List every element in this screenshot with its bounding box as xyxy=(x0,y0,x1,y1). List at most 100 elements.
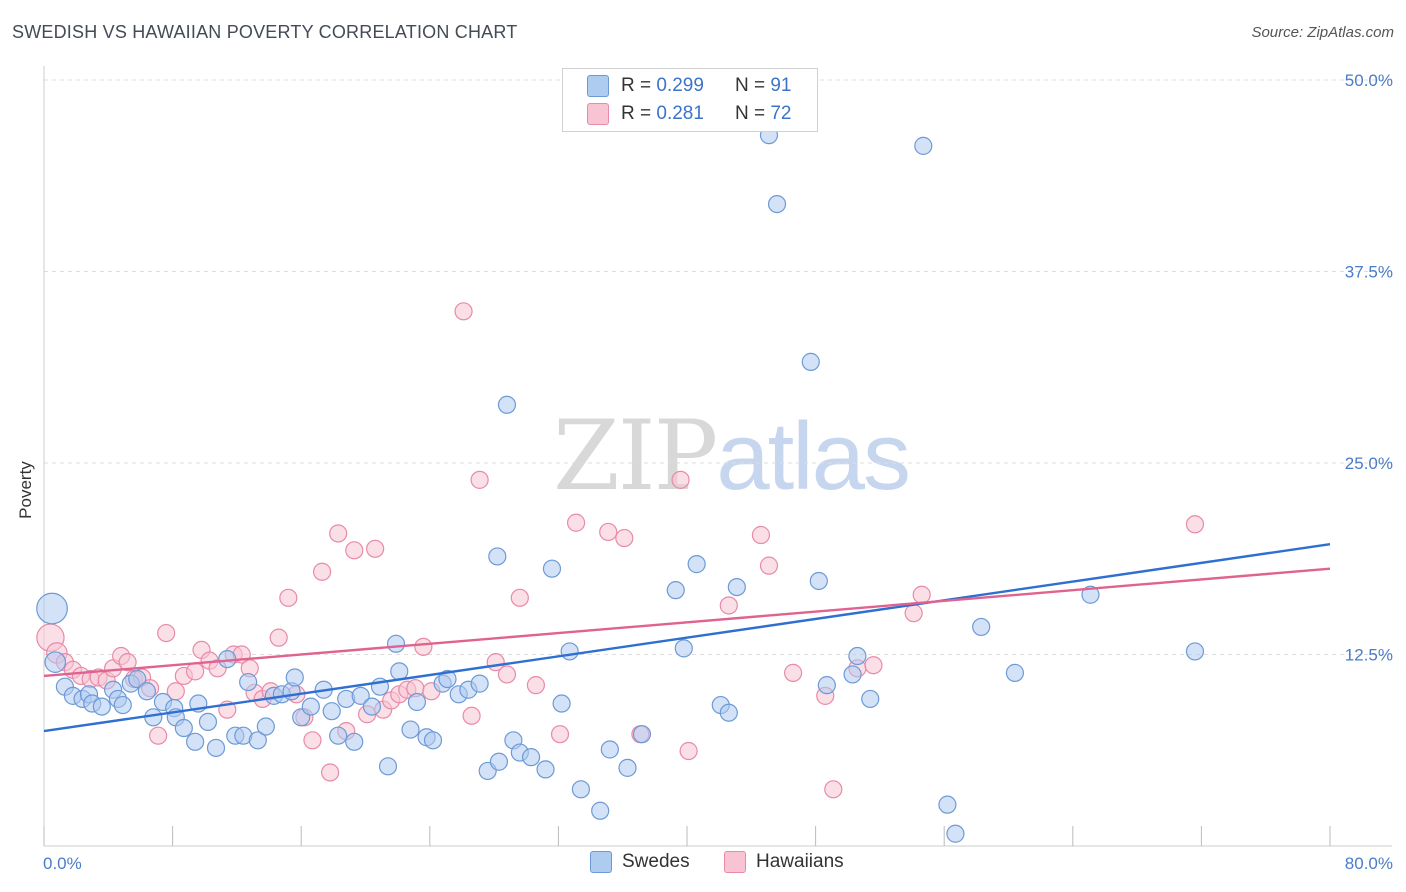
y-tick-label: 25.0% xyxy=(1345,454,1393,473)
swedes-point xyxy=(301,697,320,716)
legend-r-value-hawaiians: 0.281 xyxy=(656,103,704,124)
trend-lines xyxy=(43,543,1331,733)
swedes-point xyxy=(687,555,706,574)
hawaiians-point xyxy=(824,780,843,799)
source-credit: Source: ZipAtlas.com xyxy=(1251,24,1394,41)
swedes-point xyxy=(438,669,457,689)
legend-n-value-swedes: 91 xyxy=(770,75,792,96)
legend-r-label: R = xyxy=(621,103,652,124)
series-label-hawaiians: Hawaiians xyxy=(756,851,844,872)
hawaiians-point xyxy=(312,562,332,581)
swedes-point xyxy=(1081,585,1100,604)
swedes-point xyxy=(542,559,562,578)
swedes-point xyxy=(591,801,610,820)
hawaiians-point xyxy=(345,541,364,560)
swedes-point xyxy=(552,694,571,713)
swedes-point xyxy=(128,669,147,689)
swedes-point xyxy=(36,592,68,625)
hawaiians-point xyxy=(751,525,771,545)
hawaiians-point xyxy=(186,662,205,681)
swedes-point xyxy=(1185,642,1205,661)
swedes-point xyxy=(329,726,348,745)
correlation-legend: R = 0.299 N = 91 R = 0.281 N = 72 xyxy=(562,68,818,132)
swedes-point xyxy=(727,577,746,597)
swedes-point xyxy=(186,732,205,751)
swedes-point xyxy=(256,717,275,736)
hawaiians-point xyxy=(671,470,690,489)
swedes-point xyxy=(206,738,226,758)
grid-lines xyxy=(44,79,1392,655)
swedes-point xyxy=(674,639,693,658)
hawaiians-point xyxy=(497,665,517,684)
series-label-swedes: Swedes xyxy=(622,851,690,872)
legend-row-swedes: R = 0.299 N = 91 xyxy=(587,73,791,99)
swedes-point xyxy=(362,697,382,716)
swedes-point xyxy=(719,703,738,722)
legend-n-label: N = xyxy=(734,103,766,124)
swedes-point xyxy=(174,718,193,738)
hawaiians-trend-line xyxy=(43,567,1331,678)
legend-swatch-hawaiians xyxy=(587,103,609,125)
swedes-point xyxy=(560,642,579,661)
hawaiians-point xyxy=(759,556,779,575)
swedes-point xyxy=(386,634,406,653)
hawaiians-point xyxy=(366,539,385,558)
hawaiians-point xyxy=(510,588,529,607)
swedes-point xyxy=(488,547,507,566)
swedes-point xyxy=(666,581,685,600)
x-tick-label-min: 0.0% xyxy=(43,854,82,873)
series-legend-swedes[interactable]: Swedes xyxy=(590,851,690,873)
swedes-point xyxy=(536,760,555,779)
watermark-zip: ZIP xyxy=(553,400,718,512)
swedes-point xyxy=(767,194,787,214)
hawaiians-point xyxy=(454,302,473,321)
series-swatch-hawaiians xyxy=(724,851,746,873)
swedes-point xyxy=(401,720,420,739)
y-tick-label: 50.0% xyxy=(1345,71,1393,90)
hawaiians-point xyxy=(550,725,570,744)
hawaiians-point xyxy=(526,676,545,695)
swedes-point xyxy=(848,646,867,666)
swedes-point xyxy=(470,674,489,693)
hawaiians-point xyxy=(679,741,698,761)
swedes-point xyxy=(801,352,820,371)
hawaiians-point xyxy=(118,653,137,672)
legend-n-value-hawaiians: 72 xyxy=(770,103,792,124)
hawaiians-point xyxy=(149,726,168,745)
legend-r-label: R = xyxy=(621,75,652,96)
swedes-point xyxy=(489,752,509,771)
swedes-trend-line xyxy=(43,543,1331,733)
watermark-atlas: atlas xyxy=(716,403,911,510)
swedes-point xyxy=(285,668,304,687)
series-legend: Swedes Hawaiians xyxy=(0,851,1406,877)
swedes-point xyxy=(423,731,443,750)
swedes-point xyxy=(972,617,991,637)
swedes-point xyxy=(1005,663,1025,682)
chart-title: SWEDISH VS HAWAIIAN POVERTY CORRELATION … xyxy=(12,22,518,42)
hawaiians-point xyxy=(269,628,288,647)
swedes-point xyxy=(914,136,933,155)
hawaiians-point xyxy=(414,637,433,656)
hawaiians-point xyxy=(566,513,586,532)
swedes-point xyxy=(632,725,652,744)
series-legend-hawaiians[interactable]: Hawaiians xyxy=(724,851,844,873)
swedes-point xyxy=(137,682,156,701)
hawaiians-point xyxy=(615,528,634,548)
tick-labels: 12.5% 25.0% 37.5% 50.0% 0.0% 80.0% xyxy=(43,71,1393,873)
swedes-point xyxy=(322,702,341,721)
legend-swatch-swedes xyxy=(587,75,609,97)
hawaiians-point xyxy=(329,524,348,543)
hawaiians-point xyxy=(912,585,931,604)
hawaiians-point xyxy=(599,522,618,542)
swedes-point xyxy=(407,692,427,712)
swedes-point xyxy=(946,824,965,843)
swedes-point xyxy=(938,795,957,814)
swedes-point xyxy=(571,780,591,799)
swedes-point xyxy=(44,651,67,673)
hawaiians-point xyxy=(157,623,176,643)
hawaiians-point xyxy=(462,706,481,725)
axes xyxy=(43,66,1392,847)
watermark: ZIPatlas xyxy=(553,400,911,512)
hawaiians-point xyxy=(783,663,803,682)
